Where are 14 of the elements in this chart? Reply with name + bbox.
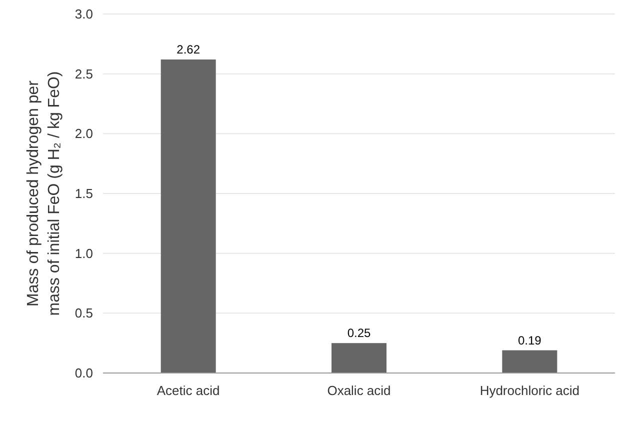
x-tick-label: Acetic acid xyxy=(156,383,220,398)
text: 2.0 xyxy=(74,126,93,142)
text: 1.0 xyxy=(74,246,93,261)
text: 1.5 xyxy=(74,186,93,202)
data-label: 0.25 xyxy=(347,326,371,340)
text: 0.0 xyxy=(74,366,93,381)
data-label: 2.62 xyxy=(176,42,200,56)
text: 3.0 xyxy=(74,6,93,22)
text: 2.5 xyxy=(74,66,93,82)
text: 0.5 xyxy=(74,306,93,321)
x-tick-label: Hydrochloric acid xyxy=(480,383,580,398)
x-tick-label: Oxalic acid xyxy=(327,383,391,398)
y-axis-title: Mass of produced hydrogen per mass of initial FeO (g H₂ / kg FeO) xyxy=(25,71,63,316)
data-label: 0.19 xyxy=(518,333,542,348)
